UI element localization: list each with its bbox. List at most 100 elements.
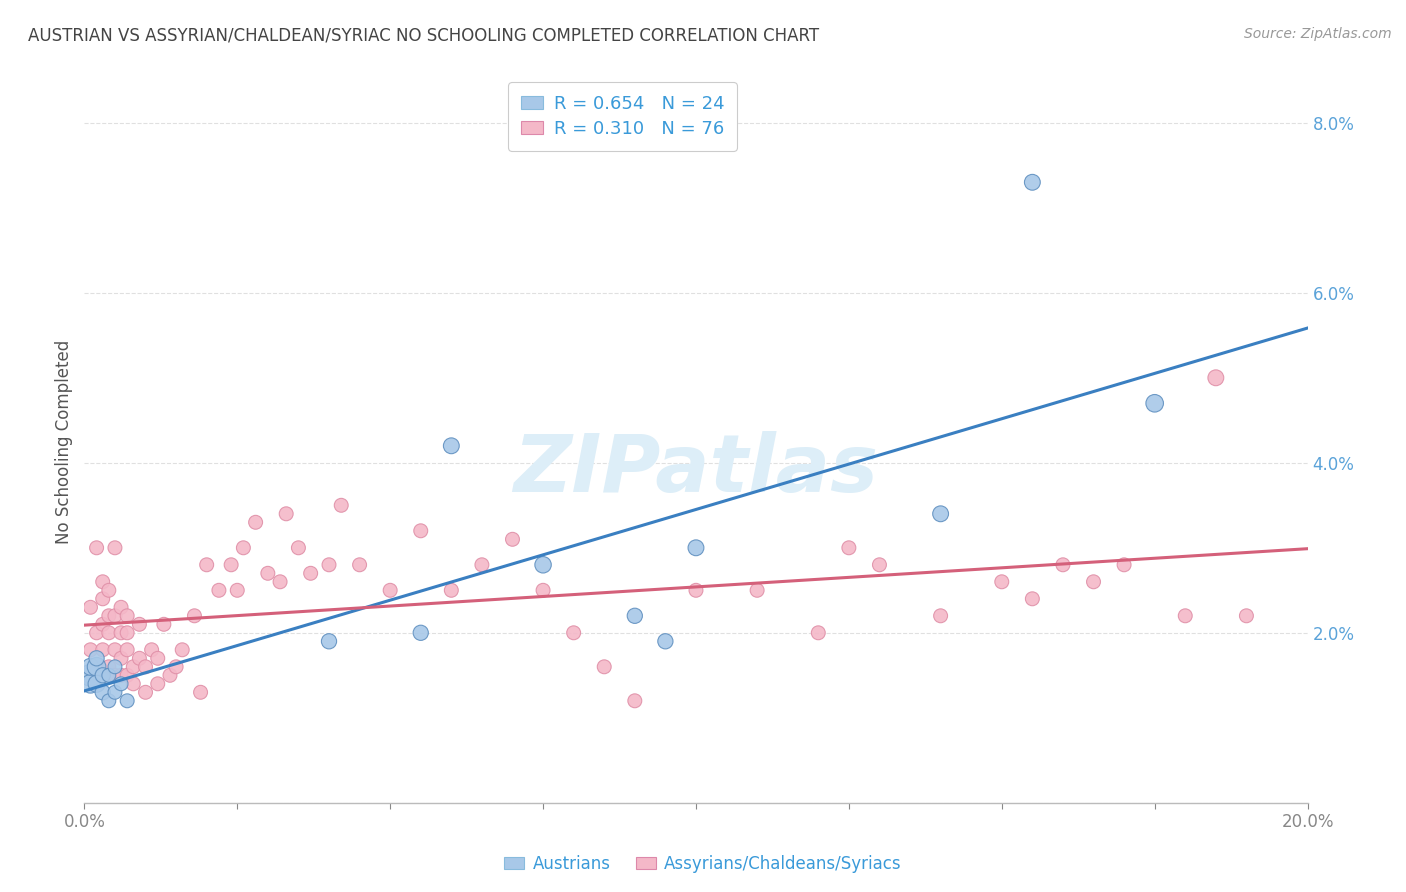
Point (685, 583, 707, 598)
Point (226, 583, 249, 598)
Point (991, 574, 1014, 589)
Point (269, 574, 291, 589)
Point (869, 558, 891, 572)
Point (110, 668, 132, 682)
Point (593, 660, 616, 674)
Text: AUSTRIAN VS ASSYRIAN/CHALDEAN/SYRIAC NO SCHOOLING COMPLETED CORRELATION CHART: AUSTRIAN VS ASSYRIAN/CHALDEAN/SYRIAC NO … (28, 27, 820, 45)
Point (531, 558, 554, 572)
Point (91, 617, 114, 632)
Point (159, 668, 181, 682)
Point (299, 566, 322, 581)
Point (838, 541, 860, 555)
Point (195, 558, 218, 572)
Point (115, 668, 138, 682)
Y-axis label: No Schooling Completed: No Schooling Completed (55, 340, 73, 543)
Point (91, 685, 114, 699)
Point (79, 600, 101, 615)
Point (409, 524, 432, 538)
Point (380, 583, 402, 598)
Point (86, 677, 108, 691)
Point (624, 694, 647, 708)
Text: Source: ZipAtlas.com: Source: ZipAtlas.com (1244, 27, 1392, 41)
Point (110, 651, 132, 665)
Point (115, 694, 138, 708)
Point (172, 642, 194, 657)
Point (128, 617, 150, 632)
Point (276, 507, 298, 521)
Point (104, 685, 127, 699)
Point (97, 608, 120, 623)
Point (97, 583, 120, 598)
Point (208, 583, 231, 598)
Point (183, 608, 205, 623)
Point (1083, 574, 1105, 589)
Point (86, 541, 108, 555)
Point (110, 600, 132, 615)
Point (685, 541, 707, 555)
Point (232, 541, 254, 555)
Point (471, 558, 494, 572)
Point (287, 541, 309, 555)
Point (807, 625, 830, 640)
Point (165, 660, 187, 674)
Point (110, 625, 132, 640)
Point (97, 625, 120, 640)
Point (91, 642, 114, 657)
Point (654, 634, 676, 648)
Point (122, 677, 145, 691)
Legend: Austrians, Assyrians/Chaldeans/Syriacs: Austrians, Assyrians/Chaldeans/Syriacs (498, 848, 908, 880)
Point (135, 660, 157, 674)
Point (330, 498, 353, 512)
Point (1021, 591, 1043, 606)
Point (1236, 608, 1258, 623)
Point (104, 668, 127, 682)
Point (104, 541, 127, 555)
Point (86, 625, 108, 640)
Point (115, 642, 138, 657)
Point (440, 439, 463, 453)
Point (146, 651, 169, 665)
Point (747, 583, 769, 598)
Point (257, 566, 280, 581)
Point (219, 558, 242, 572)
Point (91, 591, 114, 606)
Point (562, 625, 585, 640)
Point (318, 634, 340, 648)
Point (135, 685, 157, 699)
Point (97, 660, 120, 674)
Point (502, 533, 524, 547)
Point (115, 608, 138, 623)
Point (1143, 396, 1166, 410)
Point (929, 608, 952, 623)
Point (1052, 558, 1074, 572)
Point (79, 677, 101, 691)
Point (122, 660, 145, 674)
Point (86, 651, 108, 665)
Point (97, 668, 120, 682)
Point (624, 608, 647, 623)
Point (929, 507, 952, 521)
Point (104, 608, 127, 623)
Point (245, 516, 267, 530)
Point (141, 642, 163, 657)
Point (104, 642, 127, 657)
Point (1021, 175, 1043, 189)
Point (97, 694, 120, 708)
Point (79, 668, 101, 682)
Point (110, 677, 132, 691)
Point (1205, 371, 1227, 385)
Point (440, 583, 463, 598)
Point (79, 660, 101, 674)
Text: ZIPatlas: ZIPatlas (513, 432, 879, 509)
Point (79, 642, 101, 657)
Point (86, 660, 108, 674)
Point (91, 668, 114, 682)
Point (104, 660, 127, 674)
Point (1174, 608, 1197, 623)
Point (1114, 558, 1136, 572)
Point (128, 651, 150, 665)
Point (531, 583, 554, 598)
Point (115, 625, 138, 640)
Legend: R = 0.654   N = 24, R = 0.310   N = 76: R = 0.654 N = 24, R = 0.310 N = 76 (509, 82, 737, 151)
Point (409, 625, 432, 640)
